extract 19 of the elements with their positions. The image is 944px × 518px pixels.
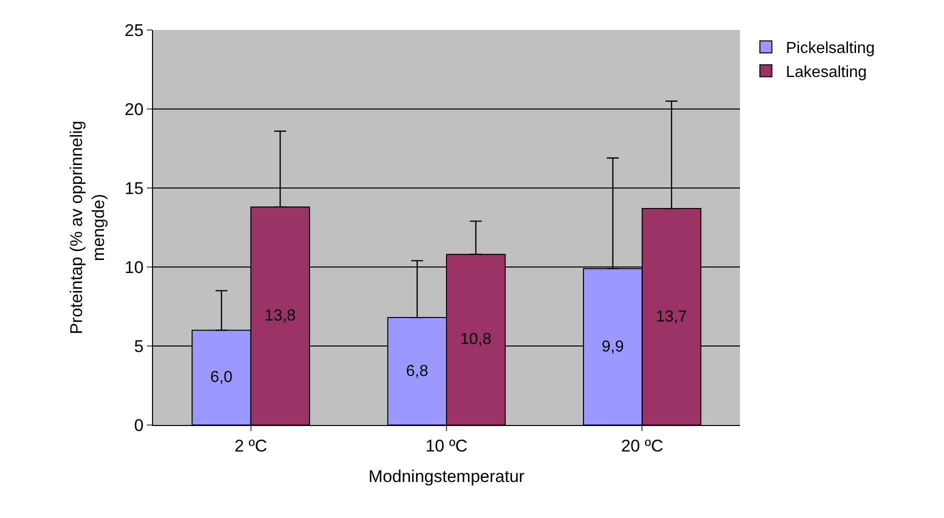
- y-tick-label: 10: [124, 258, 144, 277]
- data-label: 13,8: [264, 307, 296, 324]
- data-label: 6,8: [406, 362, 428, 380]
- y-tick-label: 0: [134, 416, 144, 435]
- y-tick-label: 15: [124, 178, 144, 198]
- y-axis-title: Proteintap (% av opprinnelig mengde): [67, 120, 108, 334]
- data-label: 13,7: [656, 308, 688, 326]
- data-label: 6,0: [210, 369, 233, 386]
- x-tick-label: 10 ºC: [425, 436, 468, 456]
- legend-label: Pickelsalting: [786, 40, 875, 58]
- x-tick-label: 20 ºC: [621, 436, 664, 456]
- y-tick-label: 5: [134, 336, 144, 356]
- legend-label: Lakesalting: [786, 64, 867, 81]
- y-tick-label: 25: [124, 20, 144, 40]
- x-axis-title: Modningstemperatur: [368, 466, 525, 486]
- y-tick-label: 20: [124, 100, 144, 119]
- data-label: 9,9: [602, 338, 624, 356]
- data-label: 10,8: [460, 331, 492, 348]
- x-tick-label: 2 ºC: [234, 436, 268, 456]
